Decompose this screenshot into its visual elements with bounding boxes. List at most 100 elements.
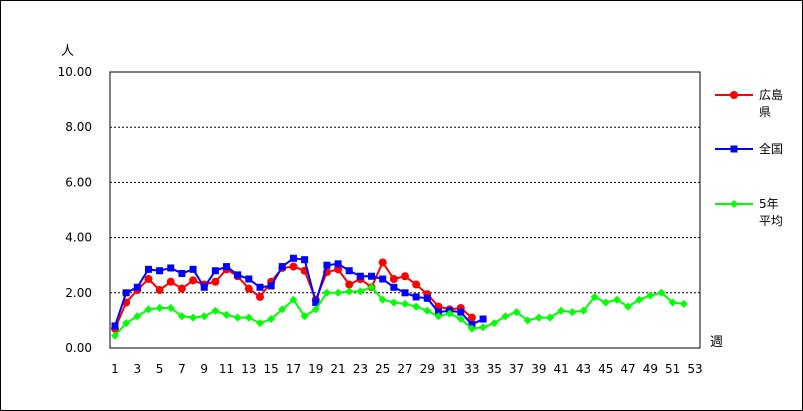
x-tick-label: 33 <box>464 362 479 376</box>
data-point <box>256 319 264 328</box>
x-tick-label: 51 <box>665 362 680 376</box>
x-tick-label: 27 <box>397 362 412 376</box>
data-point <box>111 322 119 330</box>
data-point <box>211 306 220 315</box>
data-point <box>389 275 398 283</box>
legend-item-hiroshima: 広島県 <box>715 87 783 119</box>
legend-item-national: 全国 <box>715 141 783 156</box>
data-point <box>334 260 342 268</box>
data-point <box>468 321 476 329</box>
data-point <box>256 283 264 291</box>
x-tick-label: 47 <box>620 362 635 376</box>
data-point <box>166 303 175 312</box>
legend-label: 5年 <box>759 197 779 211</box>
x-tick-label: 17 <box>286 362 301 376</box>
data-point <box>189 265 197 273</box>
data-point <box>635 295 644 304</box>
data-point <box>122 319 131 328</box>
x-tick-label: 13 <box>241 362 256 376</box>
series-line <box>114 257 484 327</box>
data-point <box>301 256 309 264</box>
data-point <box>189 313 198 322</box>
data-point <box>412 302 421 311</box>
data-point <box>334 265 343 274</box>
data-point <box>345 287 354 296</box>
data-point <box>244 313 253 322</box>
series-national <box>111 254 487 330</box>
data-point <box>155 286 164 295</box>
legend-marker <box>730 91 738 99</box>
data-point <box>379 275 387 283</box>
data-point <box>267 315 276 324</box>
data-point <box>445 309 454 318</box>
data-point <box>300 312 309 321</box>
y-tick-label: 2.00 <box>65 286 92 300</box>
data-point <box>490 319 499 328</box>
data-point <box>155 303 164 312</box>
y-tick-label: 10.00 <box>58 65 92 79</box>
y-tick-label: 6.00 <box>65 175 92 189</box>
x-tick-label: 45 <box>598 362 613 376</box>
data-point <box>612 295 621 304</box>
data-point <box>423 306 432 315</box>
data-point <box>412 293 420 301</box>
y-axis-ticks: 0.00 2.00 4.00 6.00 8.00 10.00 <box>58 65 92 355</box>
data-point <box>156 267 164 275</box>
data-point <box>457 308 465 316</box>
data-point <box>512 308 521 317</box>
x-tick-label: 53 <box>687 362 702 376</box>
data-point <box>322 288 331 297</box>
data-point <box>367 283 376 292</box>
data-point <box>401 299 409 308</box>
data-point <box>312 298 320 306</box>
x-tick-label: 5 <box>156 362 164 376</box>
data-point <box>356 272 364 280</box>
y-tick-label: 4.00 <box>65 231 92 245</box>
y-tick-label: 8.00 <box>65 120 92 134</box>
data-point <box>401 272 409 281</box>
x-tick-label: 29 <box>420 362 435 376</box>
x-tick-label: 35 <box>487 362 502 376</box>
gridlines <box>110 126 700 294</box>
data-point <box>579 306 588 315</box>
data-point <box>166 277 175 286</box>
data-point <box>434 308 442 316</box>
data-point <box>668 298 677 307</box>
data-point <box>289 295 298 304</box>
x-tick-label: 9 <box>200 362 208 376</box>
data-point <box>523 316 532 325</box>
data-point <box>334 288 343 297</box>
x-tick-label: 21 <box>330 362 345 376</box>
data-point <box>234 271 242 279</box>
x-axis-label: 週 <box>710 335 723 350</box>
y-axis-label: 人 <box>61 44 74 59</box>
data-point <box>568 308 577 317</box>
data-point <box>679 299 688 308</box>
data-point <box>278 263 286 271</box>
data-point <box>122 289 130 297</box>
data-point <box>590 292 599 301</box>
data-point <box>546 313 554 322</box>
data-point <box>144 275 153 283</box>
data-point <box>534 313 543 322</box>
data-point <box>501 312 510 321</box>
data-point <box>624 302 633 311</box>
plot-area <box>109 71 701 349</box>
data-point <box>256 292 264 301</box>
data-point <box>133 283 141 291</box>
x-tick-label: 31 <box>442 362 457 376</box>
data-point <box>144 265 152 273</box>
data-point <box>434 312 443 321</box>
y-tick-label: 0.00 <box>65 341 92 355</box>
data-point <box>211 277 220 286</box>
data-point <box>401 289 409 297</box>
legend-label: 平均 <box>759 214 783 228</box>
data-point <box>223 263 231 271</box>
x-tick-label: 23 <box>353 362 368 376</box>
data-point <box>177 284 186 293</box>
x-tick-label: 1 <box>111 362 119 376</box>
data-point <box>222 310 231 319</box>
